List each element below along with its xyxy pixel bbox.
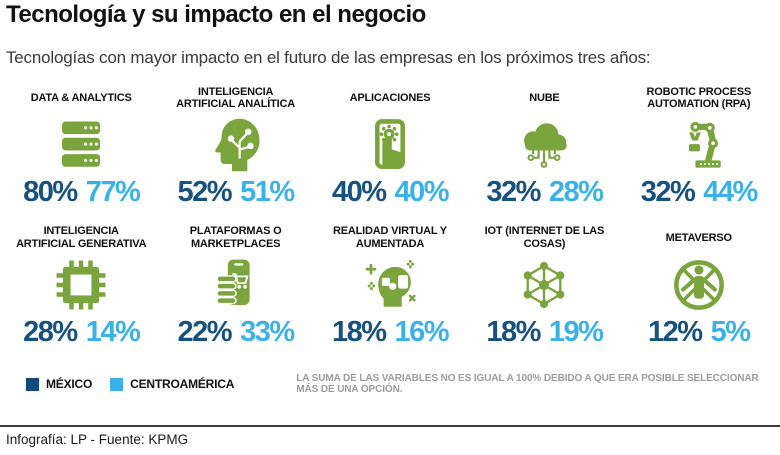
pct-mexico: 40% (331, 176, 387, 209)
pct-centroamerica: 51% (240, 176, 295, 209)
card-ia-generativa: INTELIGENCIA ARTIFICIAL GENERATIVA 28% 1… (4, 224, 158, 347)
card-rpa: ROBOTIC PROCESS AUTOMATION (RPA) (622, 84, 776, 209)
pct-mexico: 18% (486, 315, 541, 348)
vr-headset-icon (358, 254, 422, 316)
iot-network-icon (512, 254, 576, 316)
metaverse-icon (667, 254, 731, 316)
ai-head-icon (204, 114, 268, 176)
pct-mexico: 32% (486, 176, 541, 209)
card-realidad-virtual: REALIDAD VIRTUAL Y AUMENTADA (313, 224, 467, 347)
pct-centroamerica: 33% (240, 315, 295, 348)
pct-mexico: 52% (177, 176, 233, 209)
pct-centroamerica: 16% (394, 315, 449, 348)
card-label: NUBE (529, 92, 560, 105)
centroamerica-color-swatch (110, 377, 124, 391)
card-data-analytics: DATA & ANALYTICS 80% 77 (4, 84, 158, 209)
robotic-arm-icon (667, 114, 731, 176)
card-label: INTELIGENCIA ARTIFICIAL GENERATIVA (16, 225, 147, 250)
card-iot: IOT (INTERNET DE LAS COSAS) (467, 224, 621, 347)
card-label: PLATAFORMAS O MARKETPLACES (189, 225, 282, 250)
chip-icon (49, 254, 113, 316)
source-credit: Infografía: LP - Fuente: KPMG (0, 425, 780, 455)
legend: MÉXICO CENTROAMÉRICA LA SUMA DE LAS VARI… (0, 373, 780, 395)
card-aplicaciones: APLICACIONES 40% 40% (313, 84, 467, 209)
pct-mexico: 18% (331, 315, 387, 348)
page-title: Tecnología y su impacto en el negocio (6, 1, 426, 28)
pct-centroamerica: 28% (548, 176, 604, 209)
cloud-network-icon (512, 114, 576, 176)
card-nube: NUBE (467, 84, 621, 209)
pct-centroamerica: 40% (394, 176, 449, 209)
card-metaverso: METAVERSO (622, 224, 776, 348)
card-label: METAVERSO (665, 231, 732, 244)
card-label: IOT (INTERNET DE LAS COSAS) (484, 225, 605, 250)
pct-centroamerica: 77% (85, 176, 141, 209)
mexico-color-swatch (26, 377, 39, 391)
pct-centroamerica: 5% (710, 315, 751, 348)
pct-mexico: 28% (23, 315, 78, 348)
card-label: ROBOTIC PROCESS AUTOMATION (RPA) (646, 85, 752, 111)
page-subtitle: Tecnologías con mayor impacto en el futu… (6, 48, 651, 68)
pct-centroamerica: 44% (703, 176, 758, 209)
card-label: APLICACIONES (349, 92, 431, 105)
methodology-note: LA SUMA DE LAS VARIABLES NO ES IGUAL A 1… (296, 373, 759, 396)
pct-mexico: 32% (640, 176, 696, 209)
pct-centroamerica: 19% (548, 315, 604, 348)
legend-label-centroamerica: CENTROAMÉRICA (130, 377, 235, 392)
pct-centroamerica: 14% (85, 315, 141, 348)
tech-grid: DATA & ANALYTICS 80% 77 (0, 84, 780, 348)
card-label: DATA & ANALYTICS (30, 92, 132, 105)
card-label: REALIDAD VIRTUAL Y AUMENTADA (333, 225, 447, 250)
legend-item-mexico: MÉXICO (26, 377, 92, 391)
pct-mexico: 22% (177, 315, 233, 348)
pct-mexico: 12% (648, 315, 703, 348)
app-touch-icon (358, 114, 422, 176)
card-label: INTELIGENCIA ARTIFICIAL ANALÍTICA (176, 85, 295, 111)
legend-label-mexico: MÉXICO (46, 377, 93, 392)
pct-mexico: 80% (23, 176, 78, 209)
phone-cart-icon (204, 254, 268, 316)
server-stack-icon (49, 114, 113, 176)
card-plataformas: PLATAFORMAS O MARKETPLACES (158, 224, 312, 347)
card-ia-analitica: INTELIGENCIA ARTIFICIAL ANALÍTICA (158, 84, 312, 209)
legend-item-centroamerica: CENTROAMÉRICA (110, 377, 234, 391)
